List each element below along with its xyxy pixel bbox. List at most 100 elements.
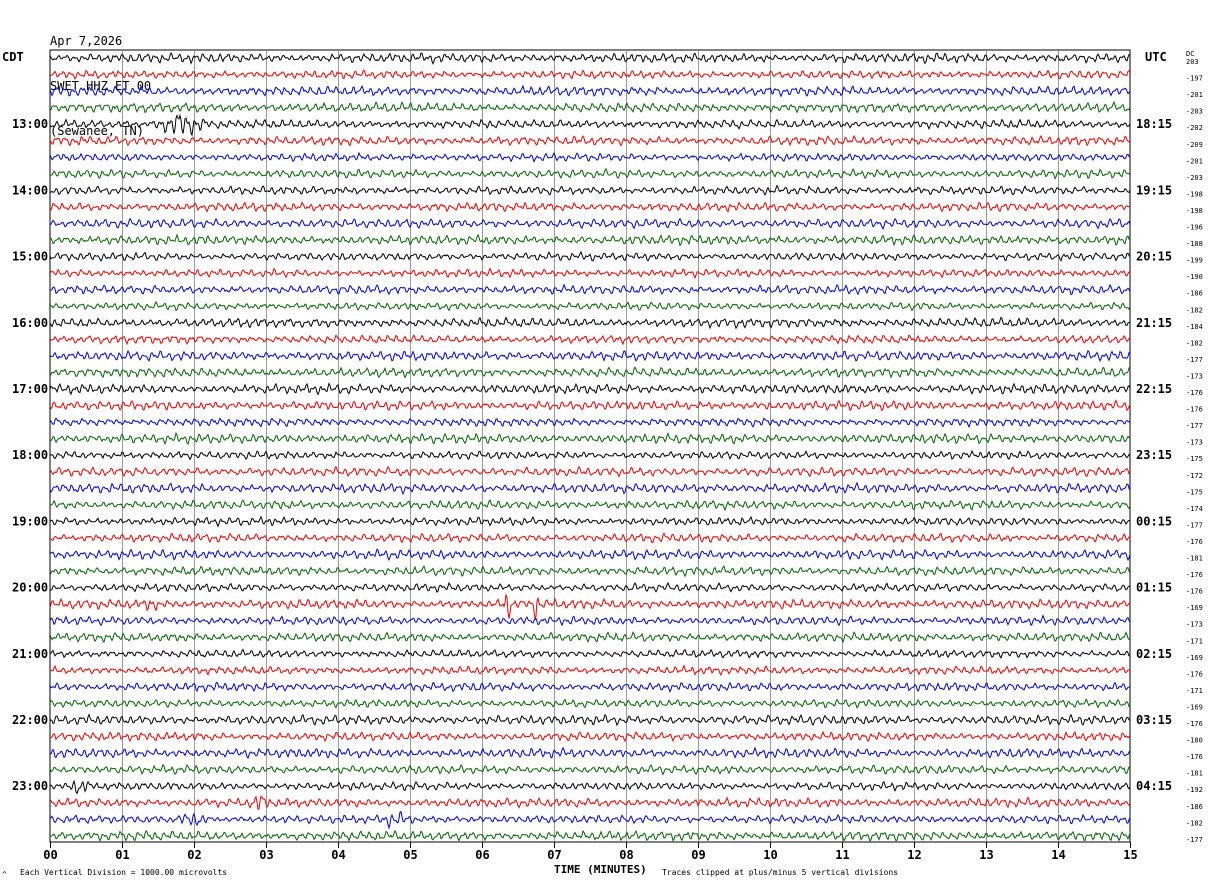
right-hour-label: 18:15 bbox=[1136, 117, 1172, 131]
clip-footnote: Traces clipped at plus/minus 5 vertical … bbox=[662, 868, 899, 877]
dc-offset-label: -186 bbox=[1186, 290, 1203, 298]
seismic-trace bbox=[49, 349, 1131, 363]
seismic-trace bbox=[49, 316, 1131, 330]
x-tick-label: 11 bbox=[835, 848, 849, 862]
dc-offset-label: -181 bbox=[1186, 770, 1203, 778]
seismic-trace bbox=[49, 449, 1131, 461]
seismic-trace bbox=[49, 829, 1131, 842]
dc-offset-label: -184 bbox=[1186, 323, 1203, 331]
seismic-trace bbox=[49, 300, 1131, 312]
dc-offset-label: -182 bbox=[1186, 339, 1203, 347]
dc-offset-label: -176 bbox=[1186, 753, 1203, 761]
dc-offset-label: -177 bbox=[1186, 836, 1203, 844]
seismic-trace bbox=[49, 267, 1131, 280]
right-hour-label: 23:15 bbox=[1136, 448, 1172, 462]
scale-footnote: Each Vertical Division = 1000.00 microvo… bbox=[20, 868, 228, 877]
seismic-trace bbox=[49, 810, 1131, 830]
left-hour-label: 22:00 bbox=[12, 713, 48, 727]
dc-offset-label: -176 bbox=[1186, 406, 1203, 414]
seismic-trace bbox=[49, 548, 1131, 562]
seismic-trace bbox=[49, 417, 1131, 429]
seismic-trace bbox=[49, 763, 1131, 776]
seismic-trace bbox=[49, 779, 1131, 795]
dc-offset-label: -188 bbox=[1186, 240, 1203, 248]
right-hour-label: 00:15 bbox=[1136, 514, 1172, 528]
x-tick-label: 10 bbox=[763, 848, 777, 862]
seismic-trace bbox=[49, 217, 1131, 231]
plot-header: Apr 7,2026 SWET HHZ ET 00 (Sewanee, TN) bbox=[50, 4, 151, 154]
left-hour-label: 23:00 bbox=[12, 779, 48, 793]
seismic-trace bbox=[49, 334, 1131, 346]
seismic-trace bbox=[49, 581, 1131, 593]
seismic-trace bbox=[49, 69, 1131, 80]
seismic-trace bbox=[49, 233, 1130, 247]
x-tick-label: 09 bbox=[691, 848, 705, 862]
left-hour-label: 13:00 bbox=[12, 117, 48, 131]
dc-offset-label: -190 bbox=[1186, 273, 1203, 281]
x-tick-label: 14 bbox=[1051, 848, 1065, 862]
left-hour-label: 17:00 bbox=[12, 382, 48, 396]
seismic-trace bbox=[49, 515, 1131, 528]
right-hour-label: 04:15 bbox=[1136, 779, 1172, 793]
seismic-trace bbox=[49, 250, 1131, 262]
seismic-trace bbox=[49, 664, 1131, 677]
seismic-trace bbox=[49, 713, 1131, 727]
dc-offset-label: -182 bbox=[1186, 306, 1203, 314]
dc-offset-label: -203 bbox=[1186, 108, 1203, 116]
seismic-trace bbox=[49, 465, 1131, 478]
dc-offset-label: -169 bbox=[1186, 604, 1203, 612]
dc-offset-label: -171 bbox=[1186, 637, 1203, 645]
seismic-trace bbox=[49, 795, 1131, 810]
dc-offset-label: -173 bbox=[1186, 372, 1203, 380]
left-hour-label: 19:00 bbox=[12, 514, 48, 528]
seismic-trace bbox=[49, 399, 1131, 412]
dc-offset-label: -203 bbox=[1186, 174, 1203, 182]
left-hour-label: 16:00 bbox=[12, 316, 48, 330]
seismic-trace bbox=[49, 481, 1131, 496]
x-axis-title: TIME (MINUTES) bbox=[554, 863, 647, 876]
x-tick-label: 12 bbox=[907, 848, 921, 862]
left-hour-label: 15:00 bbox=[12, 250, 48, 264]
dc-offset-label: -196 bbox=[1186, 224, 1203, 232]
seismic-trace bbox=[50, 184, 1131, 196]
seismic-trace bbox=[49, 113, 1131, 137]
seismic-trace bbox=[49, 431, 1131, 445]
seismic-trace bbox=[49, 151, 1131, 163]
dc-offset-label: -176 bbox=[1186, 538, 1203, 546]
dc-offset-label: -181 bbox=[1186, 555, 1203, 563]
dc-offset-label: -169 bbox=[1186, 703, 1203, 711]
plot-frame bbox=[49, 49, 1131, 843]
seismic-trace bbox=[49, 382, 1131, 396]
x-tick-label: 03 bbox=[259, 848, 273, 862]
left-hour-label: 14:00 bbox=[12, 183, 48, 197]
x-tick-label: 00 bbox=[43, 848, 57, 862]
seismic-trace bbox=[49, 565, 1131, 578]
dc-offset-label: -202 bbox=[1186, 124, 1203, 132]
seismic-trace bbox=[49, 648, 1130, 659]
dc-offset-label: -176 bbox=[1186, 670, 1203, 678]
seismic-trace bbox=[49, 167, 1131, 180]
right-hour-label: 01:15 bbox=[1136, 581, 1172, 595]
x-tick-label: 04 bbox=[331, 848, 345, 862]
dc-offset-label: -169 bbox=[1186, 654, 1203, 662]
dc-offset-label: 203 bbox=[1186, 58, 1199, 66]
seismic-trace bbox=[49, 366, 1131, 379]
left-hour-label: 21:00 bbox=[12, 647, 48, 661]
seismic-trace bbox=[49, 201, 1131, 213]
dc-offset-header: DC bbox=[1186, 50, 1195, 58]
dc-offset-label: -192 bbox=[1186, 786, 1203, 794]
dc-offset-label: -173 bbox=[1186, 621, 1203, 629]
dc-offset-label: -176 bbox=[1186, 588, 1203, 596]
seismic-trace bbox=[49, 84, 1131, 98]
seismic-trace bbox=[49, 630, 1131, 644]
dc-offset-label: -176 bbox=[1186, 571, 1203, 579]
x-tick-label: 05 bbox=[403, 848, 417, 862]
dc-offset-label: -171 bbox=[1186, 687, 1203, 695]
dc-offset-label: -201 bbox=[1186, 91, 1203, 99]
date-label: Apr 7,2026 bbox=[50, 34, 123, 48]
seismic-trace bbox=[49, 499, 1131, 512]
left-timezone-label: CDT bbox=[2, 50, 24, 64]
dc-offset-label: -197 bbox=[1186, 75, 1203, 83]
right-timezone-label: UTC bbox=[1145, 50, 1167, 64]
